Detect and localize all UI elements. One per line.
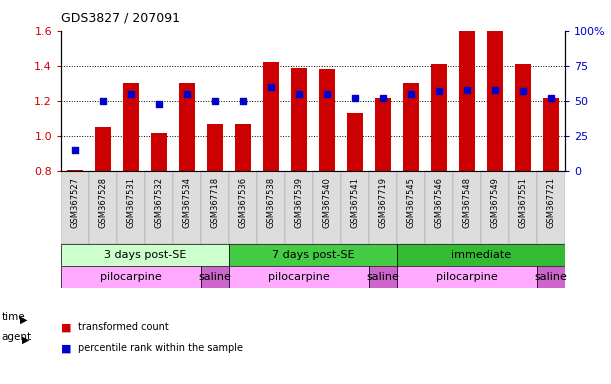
Point [154,101,164,107]
Text: GSM367546: GSM367546 [434,177,444,228]
Bar [431,64,447,171]
Bar [397,171,425,244]
Text: GSM367541: GSM367541 [351,177,360,228]
Point [295,91,304,97]
Text: GSM367718: GSM367718 [211,177,219,228]
Bar [453,171,481,244]
Bar [180,83,195,171]
Bar [313,171,341,244]
Bar [95,127,111,171]
Point [463,87,472,93]
Text: percentile rank within the sample: percentile rank within the sample [78,343,243,353]
Bar [509,171,537,244]
Text: saline: saline [367,272,400,282]
Text: GSM367531: GSM367531 [126,177,136,228]
Bar [61,171,89,244]
Text: GSM367538: GSM367538 [266,177,276,228]
Text: ■: ■ [61,343,71,353]
Text: ▶: ▶ [20,314,27,324]
Text: GSM367721: GSM367721 [547,177,555,228]
Bar [117,171,145,244]
Point [406,91,416,97]
Text: saline: saline [535,272,568,282]
Point [182,91,192,97]
Point [126,91,136,97]
Text: GSM367540: GSM367540 [323,177,332,228]
Bar [123,83,139,171]
Bar [369,171,397,244]
Text: GSM367534: GSM367534 [183,177,192,228]
Point [378,95,388,101]
Text: GSM367545: GSM367545 [407,177,415,228]
Text: GSM367536: GSM367536 [239,177,247,228]
Bar [459,31,475,171]
Bar [291,68,307,171]
Bar [397,266,537,288]
Bar [235,124,251,171]
Bar [348,113,363,171]
Text: agent: agent [1,332,31,342]
Text: GSM367719: GSM367719 [379,177,387,228]
Text: 3 days post-SE: 3 days post-SE [104,250,186,260]
Text: immediate: immediate [451,250,511,260]
Text: pilocarpine: pilocarpine [436,272,498,282]
Text: pilocarpine: pilocarpine [268,272,330,282]
Bar [397,244,565,266]
Bar [61,266,201,288]
Bar [207,124,223,171]
Text: GSM367549: GSM367549 [491,177,500,228]
Bar [67,170,83,171]
Point [490,87,500,93]
Point [98,98,108,104]
Text: ▶: ▶ [22,335,29,345]
Text: 7 days post-SE: 7 days post-SE [272,250,354,260]
Bar [516,64,531,171]
Bar [145,171,173,244]
Bar [152,133,167,171]
Bar [229,171,257,244]
Bar [403,83,419,171]
Bar [375,98,391,171]
Text: GDS3827 / 207091: GDS3827 / 207091 [61,12,180,25]
Bar [201,266,229,288]
Bar [285,171,313,244]
Bar [201,171,229,244]
Bar [173,171,201,244]
Bar [537,171,565,244]
Bar [229,266,369,288]
Point [210,98,220,104]
Text: GSM367548: GSM367548 [463,177,472,228]
Text: GSM367532: GSM367532 [155,177,164,228]
Point [546,95,556,101]
Point [238,98,248,104]
Point [322,91,332,97]
Bar [488,31,503,171]
Text: pilocarpine: pilocarpine [100,272,162,282]
Bar [543,98,559,171]
Point [518,88,528,94]
Point [350,95,360,101]
Bar [263,62,279,171]
Bar [341,171,369,244]
Text: time: time [1,312,25,322]
Text: GSM367539: GSM367539 [295,177,304,228]
Bar [61,244,229,266]
Text: saline: saline [199,272,232,282]
Bar [320,70,335,171]
Point [70,147,80,153]
Text: ■: ■ [61,322,71,332]
Bar [257,171,285,244]
Bar [425,171,453,244]
Text: GSM367528: GSM367528 [98,177,108,228]
Point [434,88,444,94]
Bar [229,244,397,266]
Bar [369,266,397,288]
Bar [481,171,509,244]
Bar [89,171,117,244]
Text: GSM367551: GSM367551 [519,177,528,228]
Text: transformed count: transformed count [78,322,169,332]
Bar [537,266,565,288]
Text: GSM367527: GSM367527 [71,177,79,228]
Point [266,84,276,90]
